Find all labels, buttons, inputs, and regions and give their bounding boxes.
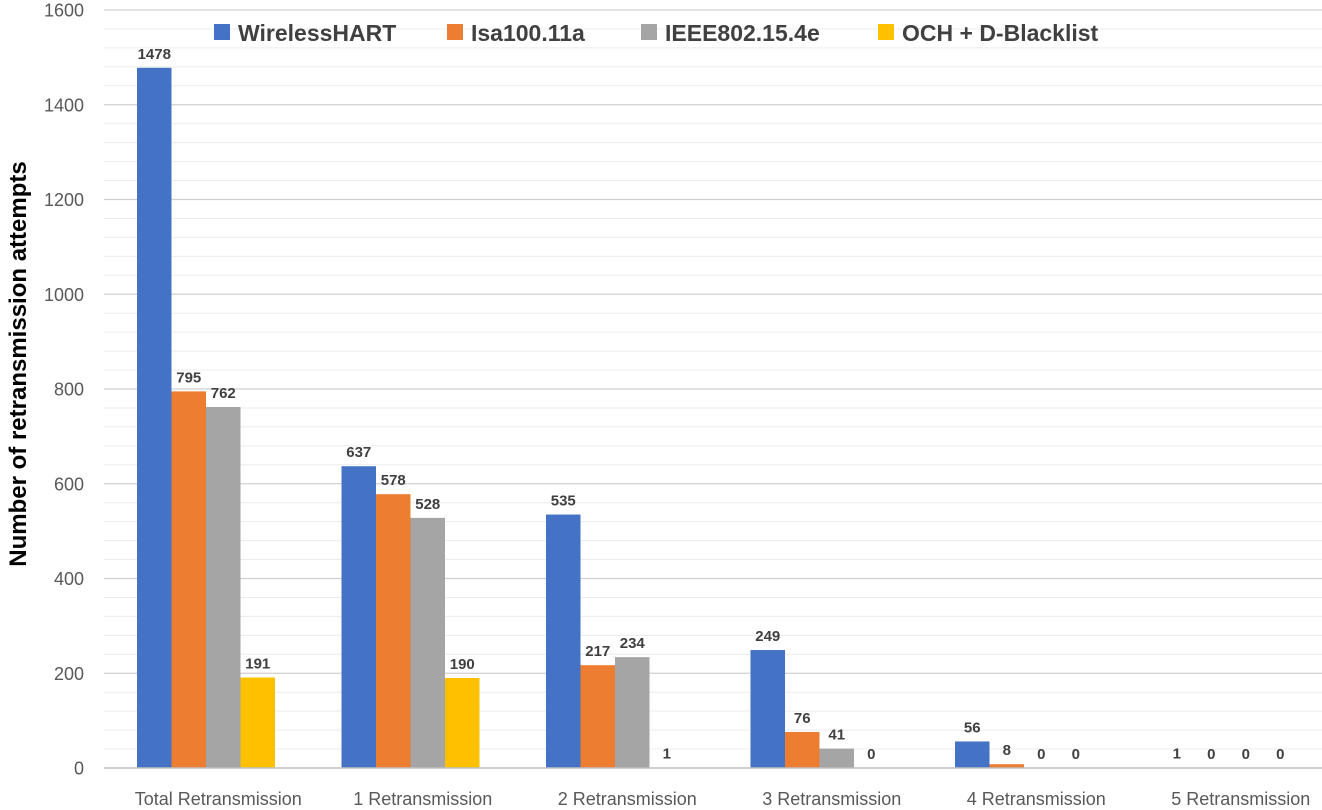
legend-label: OCH + D-Blacklist xyxy=(902,20,1099,46)
x-tick-label: 4 Retransmission xyxy=(967,789,1106,809)
y-axis-title: Number of retransmission attempts xyxy=(5,161,32,566)
bar xyxy=(341,466,376,768)
data-label: 217 xyxy=(585,643,610,660)
bar xyxy=(750,650,785,768)
bar xyxy=(546,514,581,768)
data-label: 528 xyxy=(415,496,440,513)
data-labels: 1478 795 762 191 637 578 528 190 535 217 234 1 249 76… xyxy=(138,46,1285,763)
bar xyxy=(171,391,206,768)
legend-label: IEEE802.15.4e xyxy=(665,20,820,46)
data-label: 76 xyxy=(794,710,811,727)
data-label: 0 xyxy=(1207,746,1215,763)
y-tick-label: 400 xyxy=(54,569,84,589)
data-label: 56 xyxy=(964,719,981,736)
bar xyxy=(410,517,445,768)
y-tick-label: 200 xyxy=(54,664,84,684)
legend-label: WirelessHART xyxy=(238,20,396,46)
legend-swatch xyxy=(641,24,657,40)
y-tick-label: 0 xyxy=(74,759,84,779)
y-tick-label: 1600 xyxy=(44,1,84,21)
data-label: 8 xyxy=(1003,742,1011,759)
bar xyxy=(445,677,480,768)
data-label: 191 xyxy=(245,656,270,673)
legend: WirelessHART Isa100.11a IEEE802.15.4e OCH +… xyxy=(214,20,1099,46)
data-label: 0 xyxy=(1276,746,1284,763)
bar xyxy=(819,748,854,768)
x-tick-label: Total Retransmission xyxy=(135,789,302,809)
y-tick-label: 1000 xyxy=(44,285,84,305)
x-tick-label: 1 Retransmission xyxy=(353,789,492,809)
x-tick-label: 2 Retransmission xyxy=(558,789,697,809)
bar xyxy=(955,741,990,768)
y-tick-label: 800 xyxy=(54,380,84,400)
data-label: 578 xyxy=(381,472,406,489)
x-tick-label: 5 Retransmission xyxy=(1171,789,1310,809)
data-label: 190 xyxy=(450,656,475,673)
data-label: 0 xyxy=(1072,746,1080,763)
bar xyxy=(137,67,172,769)
data-label: 0 xyxy=(1037,746,1045,763)
bar xyxy=(206,407,241,768)
data-label: 637 xyxy=(346,444,371,461)
data-label: 762 xyxy=(211,385,236,402)
bar xyxy=(989,764,1024,768)
data-label: 1478 xyxy=(138,46,171,63)
data-label: 1 xyxy=(663,746,671,763)
bars xyxy=(137,67,1194,769)
data-label: 535 xyxy=(551,493,576,510)
legend-swatch xyxy=(214,24,230,40)
legend-swatch xyxy=(878,24,894,40)
data-label: 234 xyxy=(620,635,646,652)
data-label: 41 xyxy=(828,727,845,744)
data-label: 0 xyxy=(1242,746,1250,763)
y-tick-label: 1400 xyxy=(44,95,84,115)
gridlines xyxy=(104,9,1322,750)
bar xyxy=(240,677,275,768)
x-tick-label: 3 Retransmission xyxy=(762,789,901,809)
bar xyxy=(615,657,650,768)
bar xyxy=(376,494,411,768)
data-label: 0 xyxy=(867,746,875,763)
legend-label: Isa100.11a xyxy=(471,20,585,46)
y-tick-label: 600 xyxy=(54,474,84,494)
bar xyxy=(580,665,615,768)
data-label: 1 xyxy=(1173,746,1181,763)
y-tick-label: 1200 xyxy=(44,190,84,210)
legend-swatch xyxy=(447,24,463,40)
data-label: 249 xyxy=(755,628,780,645)
bar xyxy=(785,731,820,768)
data-label: 795 xyxy=(176,369,201,386)
